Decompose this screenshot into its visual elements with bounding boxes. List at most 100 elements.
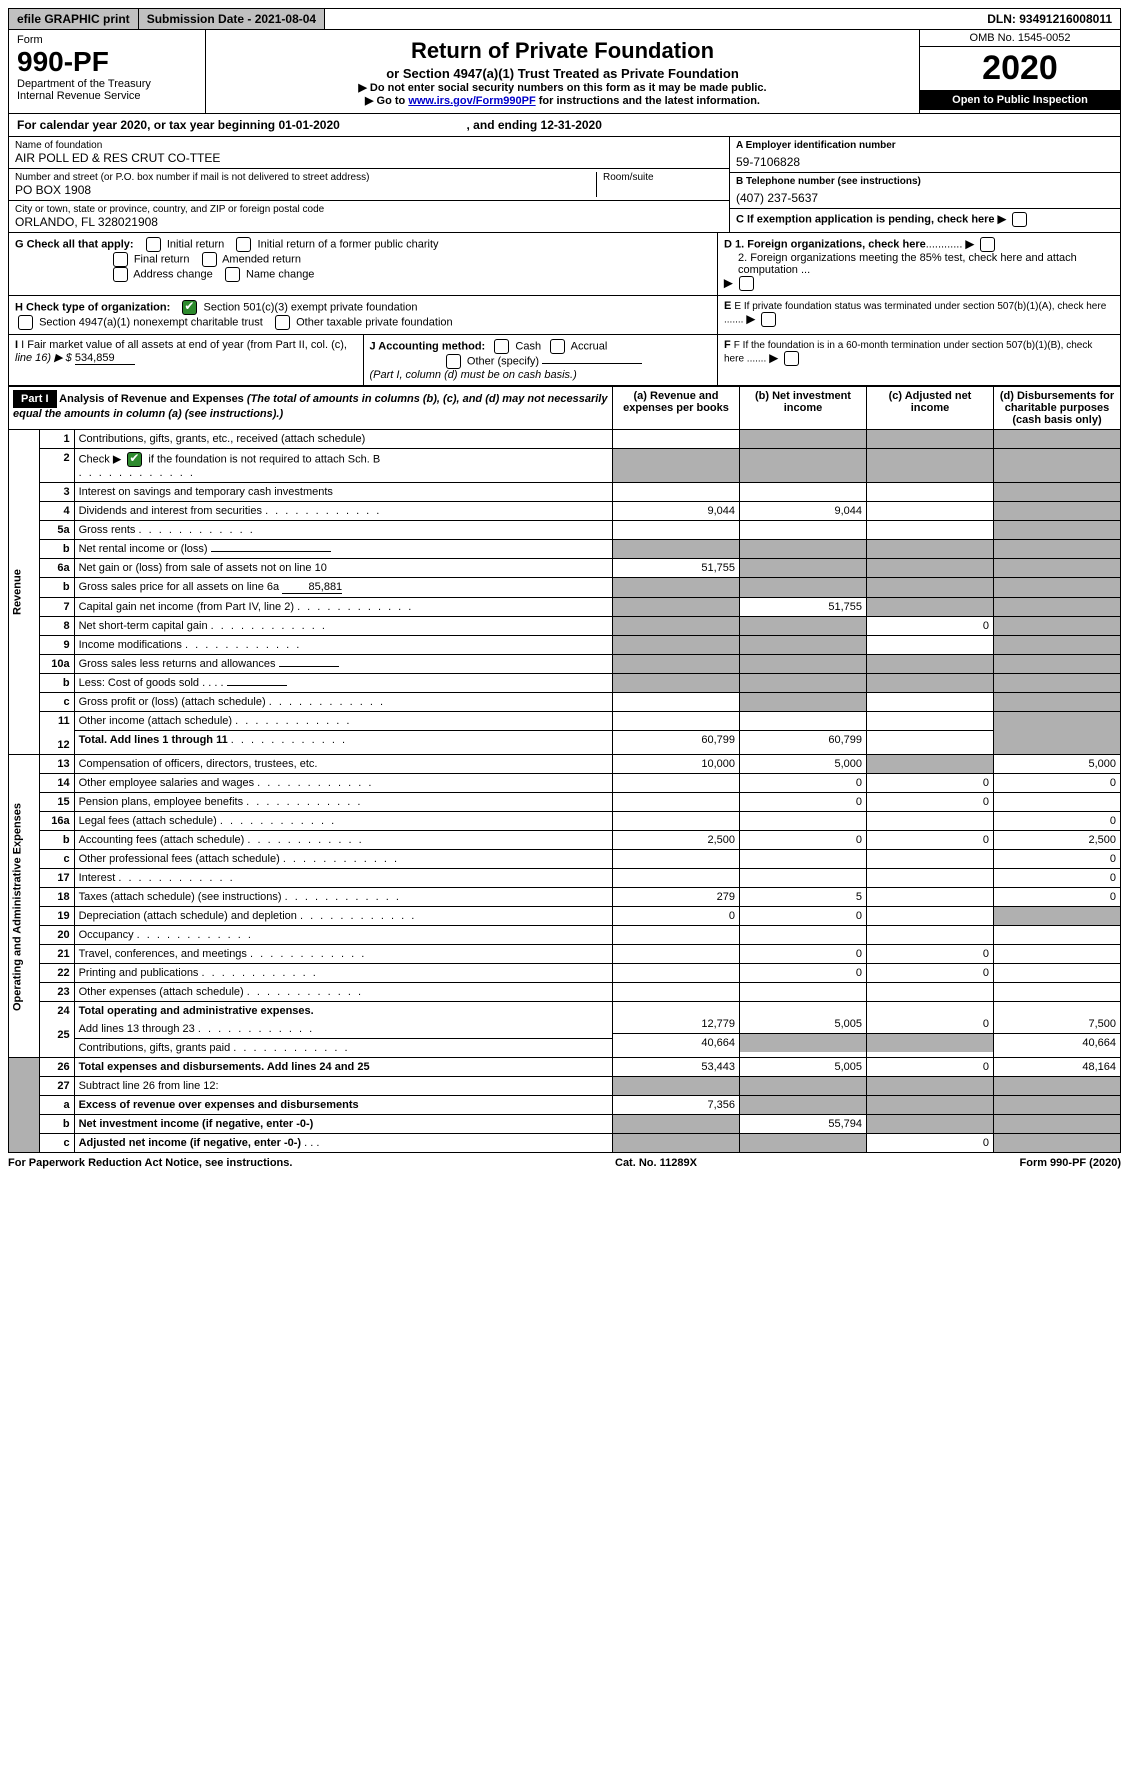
form-note2: ▶ Go to www.irs.gov/Form990PF for instru… (212, 94, 913, 107)
form-subtitle: or Section 4947(a)(1) Trust Treated as P… (212, 66, 913, 81)
cb-e[interactable] (761, 312, 776, 327)
row-8: 8Net short-term capital gain 0 (9, 617, 1121, 636)
j-cash: Cash (515, 340, 541, 352)
row-5b: bNet rental income or (loss) (9, 540, 1121, 559)
dln-label: DLN: 93491216008011 (325, 9, 1120, 29)
note2-b: for instructions and the latest informat… (536, 95, 760, 107)
col-d-header: (d) Disbursements for charitable purpose… (994, 387, 1121, 430)
cb-d1[interactable] (980, 237, 995, 252)
j-note: (Part I, column (d) must be on cash basi… (370, 369, 577, 381)
header-right: OMB No. 1545-0052 2020 Open to Public In… (919, 30, 1120, 113)
room-label: Room/suite (603, 172, 723, 183)
submission-date: Submission Date - 2021-08-04 (139, 9, 325, 29)
row-26: 26Total expenses and disbursements. Add … (9, 1058, 1121, 1077)
part1-title: Analysis of Revenue and Expenses (59, 393, 244, 405)
d-block: D 1. Foreign organizations, check here..… (718, 233, 1120, 295)
g-o1: Initial return (167, 238, 224, 250)
row-19: 19Depreciation (attach schedule) and dep… (9, 907, 1121, 926)
cb-initial-former[interactable] (236, 237, 251, 252)
cb-initial-return[interactable] (146, 237, 161, 252)
cb-other-taxable[interactable] (275, 315, 290, 330)
j-block: J Accounting method: Cash Accrual Other … (364, 335, 718, 385)
h-e-row: H Check type of organization: Section 50… (8, 296, 1121, 335)
col-c-header: (c) Adjusted net income (867, 387, 994, 430)
cb-schb[interactable] (127, 452, 142, 467)
form-name: 990-PF (17, 46, 197, 78)
row-16a: 16aLegal fees (attach schedule) 0 (9, 812, 1121, 831)
row-27: 27Subtract line 26 from line 12: (9, 1077, 1121, 1096)
cal-year-end: , and ending 12-31-2020 (467, 118, 602, 132)
calendar-year-row: For calendar year 2020, or tax year begi… (8, 114, 1121, 137)
j-other: Other (specify) (467, 355, 539, 367)
revenue-vlabel: Revenue (9, 430, 40, 755)
top-bar: efile GRAPHIC print Submission Date - 20… (8, 8, 1121, 30)
g-label: G Check all that apply: (15, 238, 134, 250)
cb-501c3[interactable] (182, 300, 197, 315)
row-16b: bAccounting fees (attach schedule) 2,500… (9, 831, 1121, 850)
g-o2: Initial return of a former public charit… (258, 238, 439, 250)
ein-label: A Employer identification number (736, 140, 1114, 151)
part1-table: Part I Analysis of Revenue and Expenses … (8, 386, 1121, 1153)
row-15: 15Pension plans, employee benefits 00 (9, 793, 1121, 812)
dept-line2: Internal Revenue Service (17, 90, 197, 102)
ein-cell: A Employer identification number 59-7106… (730, 137, 1120, 173)
irs-link[interactable]: www.irs.gov/Form990PF (408, 95, 535, 107)
row-20: 20Occupancy (9, 926, 1121, 945)
omb-number: OMB No. 1545-0052 (920, 30, 1120, 47)
efile-button[interactable]: efile GRAPHIC print (9, 9, 139, 29)
h-o3: Other taxable private foundation (296, 316, 453, 328)
cb-address-change[interactable] (113, 267, 128, 282)
d1-dots: ............ (926, 238, 963, 250)
row-2: 2 Check ▶ if the foundation is not requi… (9, 449, 1121, 483)
row-23: 23Other expenses (attach schedule) (9, 983, 1121, 1002)
h-label: H Check type of organization: (15, 301, 170, 313)
note2-a: ▶ Go to (365, 95, 408, 107)
row-10b: bLess: Cost of goods sold . . . . (9, 674, 1121, 693)
c-checkbox[interactable] (1012, 212, 1027, 227)
col-b-header: (b) Net investment income (740, 387, 867, 430)
name-ein-row: Name of foundation AIR POLL ED & RES CRU… (8, 137, 1121, 233)
header-center: Return of Private Foundation or Section … (206, 30, 919, 113)
cb-f[interactable] (784, 351, 799, 366)
c-block: C If exemption application is pending, c… (730, 209, 1120, 230)
form-title: Return of Private Foundation (212, 38, 913, 64)
j-accrual: Accrual (571, 340, 608, 352)
ein-value: 59-7106828 (736, 151, 1114, 169)
e-block: E E If private foundation status was ter… (718, 296, 1120, 334)
page-footer: For Paperwork Reduction Act Notice, see … (8, 1153, 1121, 1169)
row-27c: cAdjusted net income (if negative, enter… (9, 1134, 1121, 1153)
row-17: 17Interest 0 (9, 869, 1121, 888)
dept-line1: Department of the Treasury (17, 78, 197, 90)
cb-d2[interactable] (739, 276, 754, 291)
cb-cash[interactable] (494, 339, 509, 354)
row-10c: cGross profit or (loss) (attach schedule… (9, 693, 1121, 712)
cb-other-method[interactable] (446, 354, 461, 369)
cb-final-return[interactable] (113, 252, 128, 267)
part1-label: Part I (13, 390, 57, 408)
cb-name-change[interactable] (225, 267, 240, 282)
g-o6: Name change (246, 268, 315, 280)
cb-4947a1[interactable] (18, 315, 33, 330)
footer-mid: Cat. No. 11289X (615, 1157, 697, 1169)
expenses-vlabel: Operating and Administrative Expenses (9, 755, 40, 1058)
phone-label: B Telephone number (see instructions) (736, 176, 1114, 187)
col-a-header: (a) Revenue and expenses per books (613, 387, 740, 430)
row-1: Revenue 1Contributions, gifts, grants, e… (9, 430, 1121, 449)
e-label: E If private foundation status was termi… (724, 301, 1106, 325)
row-24-25: 2425 Total operating and administrative … (9, 1002, 1121, 1058)
row-10a: 10aGross sales less returns and allowanc… (9, 655, 1121, 674)
j-label: J Accounting method: (370, 340, 486, 352)
i-line16: line 16) ▶ $ (15, 352, 75, 364)
cb-accrual[interactable] (550, 339, 565, 354)
h-o2: Section 4947(a)(1) nonexempt charitable … (39, 316, 263, 328)
cb-amended-return[interactable] (202, 252, 217, 267)
g-d-row: G Check all that apply: Initial return I… (8, 233, 1121, 296)
city-label: City or town, state or province, country… (15, 204, 723, 215)
i-value: 534,859 (75, 352, 135, 365)
f-label: F If the foundation is in a 60-month ter… (724, 340, 1092, 364)
header-left: Form 990-PF Department of the Treasury I… (9, 30, 206, 113)
name-label: Name of foundation (15, 140, 723, 151)
i-block: I I Fair market value of all assets at e… (9, 335, 364, 385)
row-21: 21Travel, conferences, and meetings 00 (9, 945, 1121, 964)
r2-d2: if the foundation is not required to att… (145, 453, 380, 465)
